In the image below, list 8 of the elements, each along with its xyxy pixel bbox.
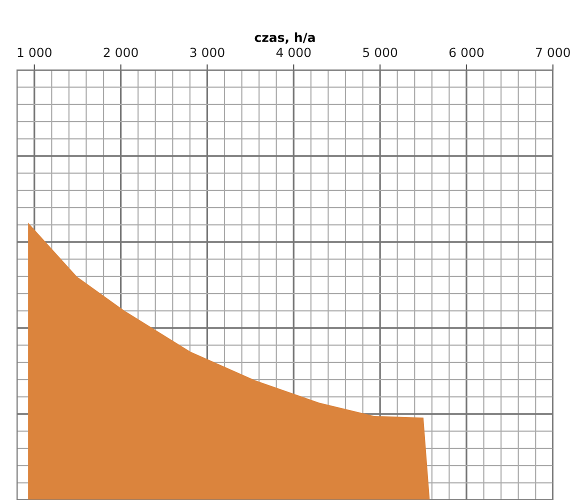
x-tick-label: 6 000 <box>449 48 484 58</box>
x-tick-label: 7 000 <box>536 48 570 58</box>
x-axis-title: czas, h/a <box>254 32 315 44</box>
x-tick-label: 3 000 <box>190 48 224 58</box>
x-tick-label: 4 000 <box>276 48 311 58</box>
x-tick-label: 5 000 <box>363 48 398 58</box>
x-tick-label: 2 000 <box>104 48 138 58</box>
x-tick-label: 1 000 <box>18 48 52 58</box>
